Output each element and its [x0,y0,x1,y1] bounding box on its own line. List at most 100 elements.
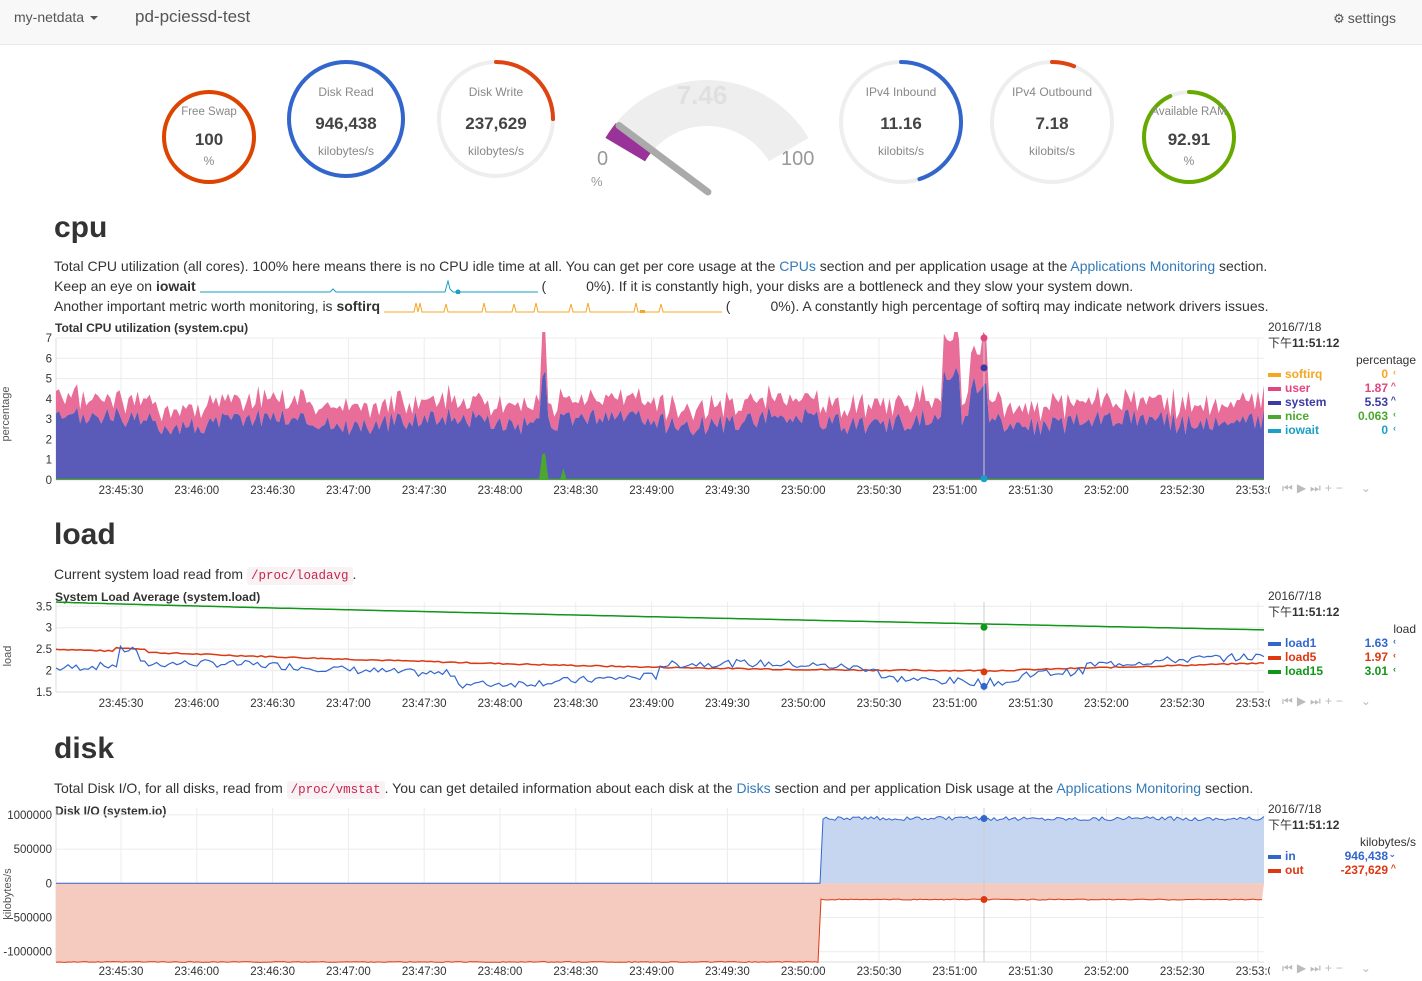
server-dropdown[interactable]: my-netdata [14,9,99,25]
gauge-ring [287,60,405,178]
gauge-available-ram[interactable]: Available RAM 92.91% [1140,88,1238,186]
x-tick-label: 23:47:00 [326,485,371,497]
x-tick-label: 23:51:00 [932,698,977,710]
legend-item-user[interactable]: user 1.87 ^ [1268,381,1418,395]
legend-name: out [1285,863,1304,877]
load-chart[interactable]: 23:45:30 23:46:00 23:46:30 23:47:00 23:47:30… [0,598,1270,718]
iowait-label: iowait [155,278,196,294]
iowait-desc-text: Keep an eye on [54,278,156,294]
legend-item-softirq[interactable]: softirq 0 ‹ [1268,367,1418,381]
disk-desc-text: Total Disk I/O, for all disks, read from [54,780,287,796]
gauge-ring [1142,90,1236,184]
iowait-desc-text: ( [541,278,547,294]
disk-heading: disk [54,732,115,765]
load-desc-text: . [352,566,357,582]
x-tick-label: 23:48:00 [478,698,523,710]
legend-item-in[interactable]: in 946,438 ⌄ [1268,849,1418,863]
legend-item-system[interactable]: system 5.53 ^ [1268,395,1418,409]
zoom-in-icon[interactable]: + [1324,481,1336,495]
pan-left-icon[interactable]: ⏮ [1282,694,1297,708]
x-tick-label: 23:48:00 [478,966,523,978]
legend-swatch [1268,670,1281,674]
disk-chart[interactable]: 23:45:30 23:46:00 23:46:30 23:47:00 23:47:30… [0,806,1270,981]
x-tick-label: 23:49:30 [705,485,750,497]
pan-right-icon[interactable]: ⏭ [1310,694,1325,708]
gauge-disk-write[interactable]: Disk Write 237,629 kilobytes/s [435,58,557,180]
legend-time-value: 11:51:12 [1292,605,1340,619]
play-icon[interactable]: ▶ [1296,481,1311,495]
pan-left-icon[interactable]: ⏮ [1282,961,1297,975]
disks-link[interactable]: Disks [736,780,771,796]
cpu-chart[interactable]: 23:45:30 23:46:00 23:46:30 23:47:00 23:47:30… [0,332,1270,502]
disk-description: Total Disk I/O, for all disks, read from… [54,780,1253,799]
legend-time: 下午11:51:12 [1268,603,1418,620]
highlight-point-user [980,334,988,342]
x-tick-label: 23:45:30 [99,698,144,710]
play-icon[interactable]: ▶ [1296,694,1311,708]
legend-item-iowait[interactable]: iowait 0 ‹ [1268,423,1418,437]
gauge-free-swap[interactable]: Free Swap 100% [160,88,258,186]
apps-monitoring-link[interactable]: Applications Monitoring [1056,780,1202,796]
legend-item-load1[interactable]: load1 1.63 ‹ [1268,636,1418,650]
x-tick-label: 23:47:00 [326,966,371,978]
highlight-point-load1 [980,682,988,690]
cpu-gauge-units: % [591,174,603,189]
gauge-units: kilobits/s [1028,144,1075,158]
legend-item-load15[interactable]: load15 3.01 ‹ [1268,664,1418,678]
legend-value: 1.63 [1364,636,1388,650]
pan-right-icon[interactable]: ⏭ [1310,961,1325,975]
legend-value: 0 [1381,367,1388,381]
x-tick-label: 23:50:30 [857,698,902,710]
zoom-in-icon[interactable]: + [1324,694,1336,708]
series-out-area [56,883,1264,963]
settings-button[interactable]: ⚙ settings [1333,10,1396,27]
legend-value: 5.53 [1364,395,1388,409]
gauge-title: IPv4 Inbound [865,85,937,99]
legend-item-load5[interactable]: load5 1.97 ‹ [1268,650,1418,664]
disk-desc-text: section and per application Disk usage a… [770,780,1057,796]
softirq-sparkline[interactable] [383,300,722,314]
pan-right-icon[interactable]: ⏭ [1310,481,1325,495]
play-icon[interactable]: ▶ [1296,961,1311,975]
legend-trend-icon: ‹ [1393,367,1396,377]
zoom-out-icon[interactable]: − [1335,961,1347,975]
legend-item-out[interactable]: out -237,629 ^ [1268,863,1418,877]
x-tick-label: 23:51:00 [932,966,977,978]
legend-units: kilobytes/s [1359,835,1416,849]
zoom-out-icon[interactable]: − [1335,694,1347,708]
apps-monitoring-link[interactable]: Applications Monitoring [1070,258,1216,274]
x-tick-label: 23:48:00 [478,485,523,497]
gauge-disk-read[interactable]: Disk Read 946,438 kilobytes/s [285,58,407,180]
series-out-line [55,898,1263,964]
x-tick-label: 23:53:00 [1236,966,1270,978]
zoom-out-icon[interactable]: − [1335,481,1347,495]
gauge-title: Disk Write [468,85,524,99]
gauge-ipv4-outbound[interactable]: IPv4 Outbound 7.18 kilobits/s [988,58,1116,186]
gauge-value: 100 [194,130,224,149]
legend-value: 0.063 [1357,409,1388,423]
legend-time-value: 11:51:12 [1292,336,1340,350]
legend-trend-icon: ‹ [1393,664,1396,674]
gauge-ipv4-inbound[interactable]: IPv4 Inbound 11.16 kilobits/s [837,58,965,186]
cpu-chart-title: Total CPU utilization (system.cpu) [55,321,249,335]
x-tick-label: 23:47:30 [402,966,447,978]
x-tick-label: 23:53:00 [1236,485,1270,497]
pan-left-icon[interactable]: ⏮ [1282,481,1297,495]
x-tick-label: 23:52:30 [1160,698,1205,710]
cpus-link[interactable]: CPUs [779,258,816,274]
legend-item-nice[interactable]: nice 0.063 ‹ [1268,409,1418,423]
resize-icon[interactable]: ⌄ [1360,961,1375,975]
legend-swatch [1268,401,1281,405]
y-tick-label: 4 [46,394,53,406]
resize-icon[interactable]: ⌄ [1360,694,1375,708]
settings-label: settings [1347,10,1396,26]
legend-value: 946,438 [1344,849,1388,863]
zoom-in-icon[interactable]: + [1324,961,1336,975]
y-tick-label: 1.5 [36,687,52,699]
iowait-sparkline[interactable] [199,280,538,295]
gauge-title: Available RAM [1151,106,1227,118]
legend-value: 1.87 [1364,381,1388,395]
resize-icon[interactable]: ⌄ [1360,481,1375,495]
gauge-value: 92.91 [1167,130,1211,149]
load-heading: load [54,518,116,551]
